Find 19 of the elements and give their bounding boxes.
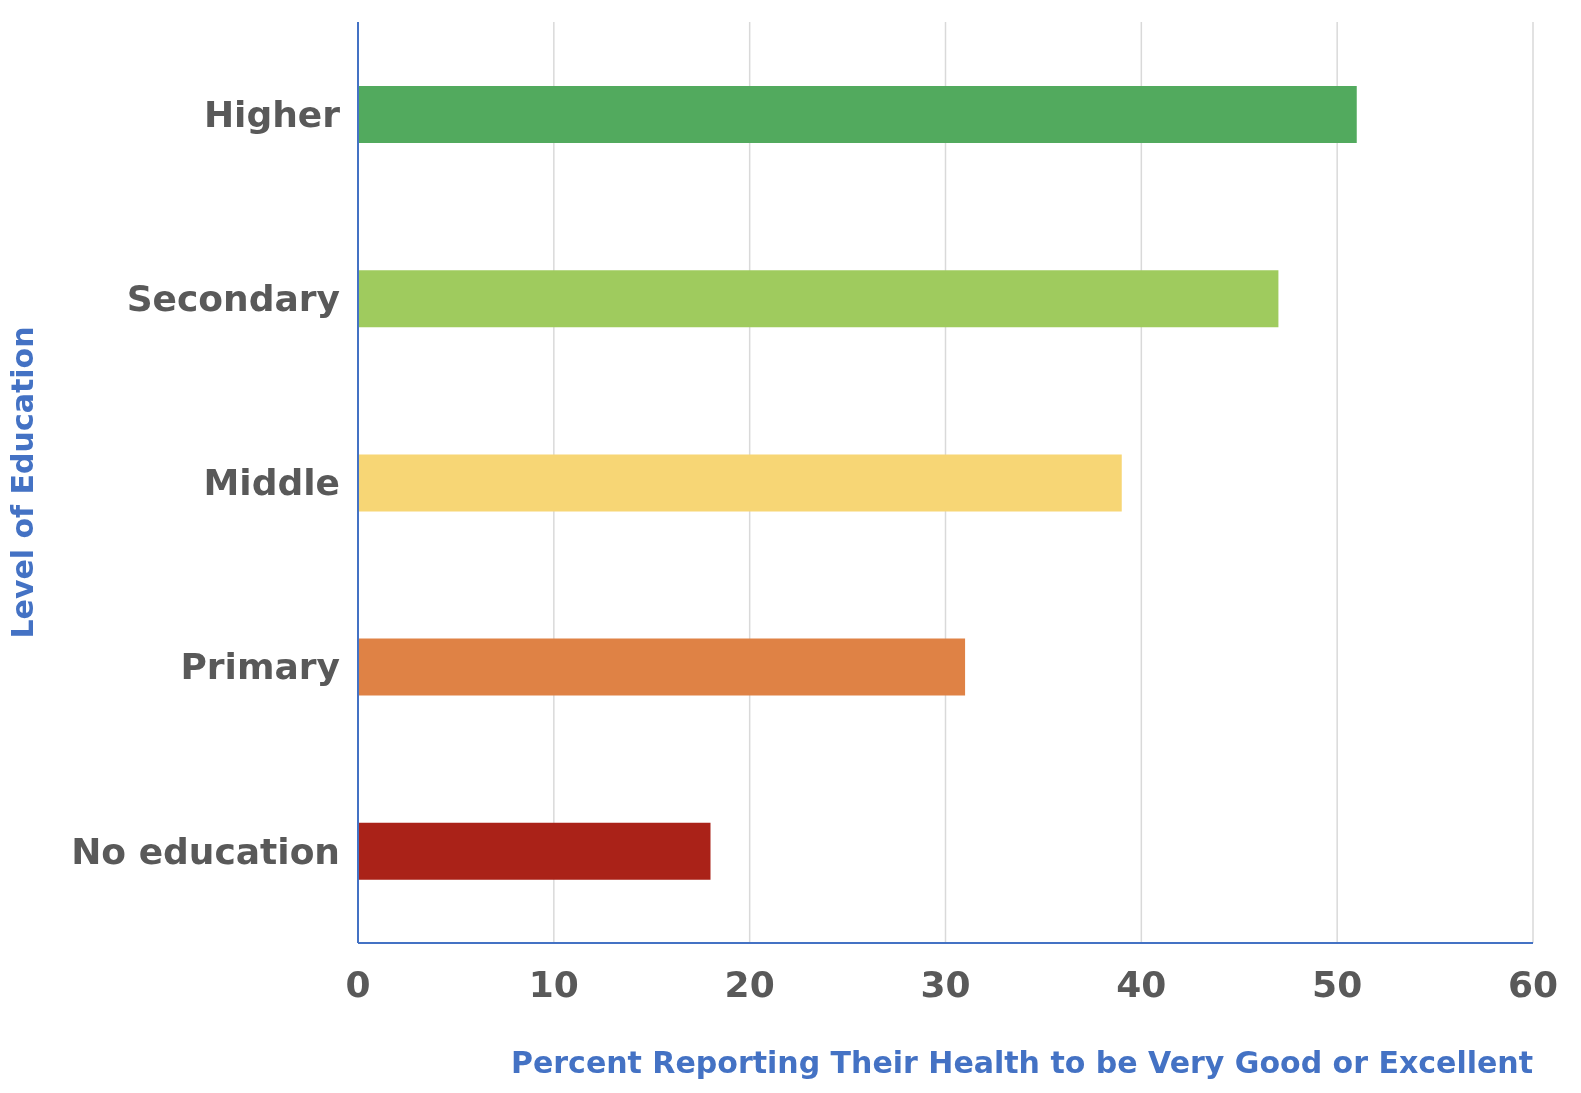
x-tick-label: 40: [1116, 963, 1167, 1005]
x-tick-label: 20: [724, 963, 775, 1005]
x-tick-label: 30: [920, 963, 971, 1005]
y-tick-label: Middle: [203, 462, 340, 504]
x-tick-label: 0: [345, 963, 371, 1005]
bar: [358, 638, 966, 696]
y-tick-label: No education: [71, 830, 340, 872]
y-tick-label: Primary: [180, 646, 340, 688]
y-tick-label: Secondary: [126, 278, 340, 320]
y-axis-title: Level of Education: [4, 326, 40, 639]
x-tick-label: 50: [1312, 963, 1363, 1005]
x-tick-label: 60: [1507, 963, 1559, 1005]
bar: [358, 86, 1357, 143]
bar: [358, 270, 1279, 328]
x-axis-title: Percent Reporting Their Health to be Very Good or Excellent: [510, 1045, 1533, 1080]
y-tick-label: Higher: [203, 93, 341, 135]
bar: [358, 822, 711, 880]
bar: [358, 454, 1122, 512]
x-tick-label: 10: [528, 963, 579, 1005]
